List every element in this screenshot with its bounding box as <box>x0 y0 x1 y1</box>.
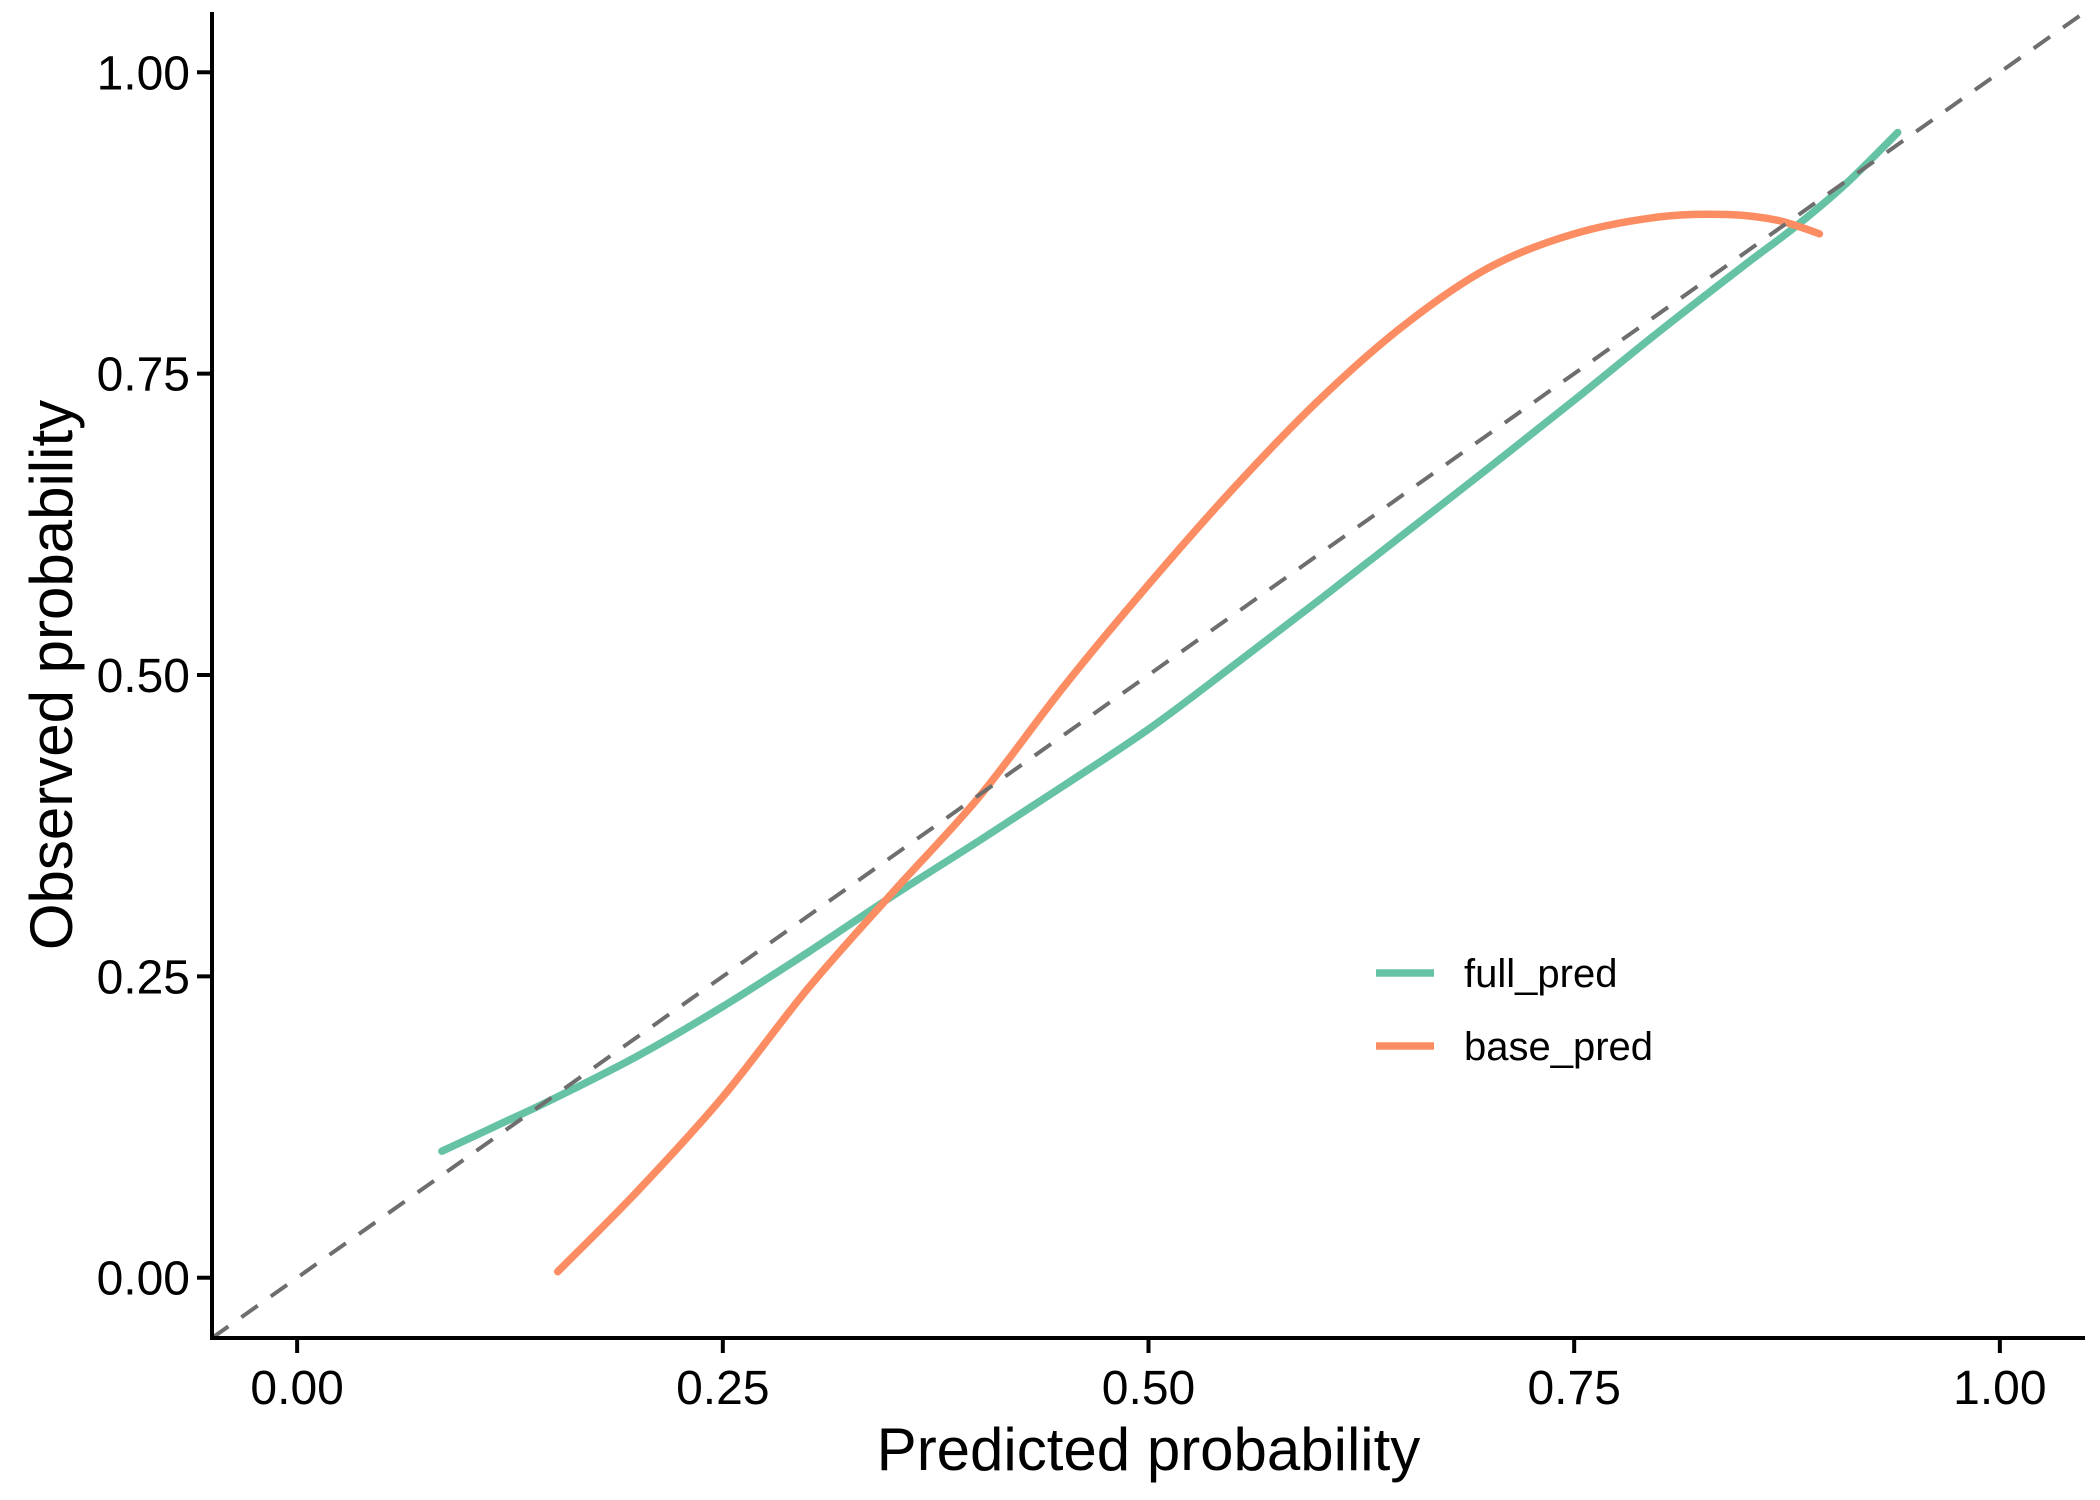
x-tick-label: 1.00 <box>1953 1362 2046 1415</box>
y-axis-title: Observed probability <box>18 400 85 950</box>
y-tick-label: 0.00 <box>97 1253 190 1306</box>
x-tick-label: 0.00 <box>250 1362 343 1415</box>
legend-label: base_pred <box>1464 1025 1653 1069</box>
legend-label: full_pred <box>1464 952 1617 996</box>
series-curve-base_pred <box>553 210 1824 1276</box>
legend: full_pred base_pred <box>1376 952 1653 1069</box>
y-tick-label: 1.00 <box>97 47 190 100</box>
y-tick-label: 0.50 <box>97 650 190 703</box>
series-curve-full_pred <box>438 128 1902 1155</box>
y-tick-label: 0.75 <box>97 349 190 402</box>
x-tick-label: 0.25 <box>676 1362 769 1415</box>
x-tick-label: 0.50 <box>1102 1362 1195 1415</box>
x-axis-title: Predicted probability <box>877 1416 1421 1483</box>
x-tick-label: 0.75 <box>1527 1362 1620 1415</box>
identity-reference-line <box>210 10 2087 1340</box>
y-tick-label: 0.25 <box>97 951 190 1004</box>
